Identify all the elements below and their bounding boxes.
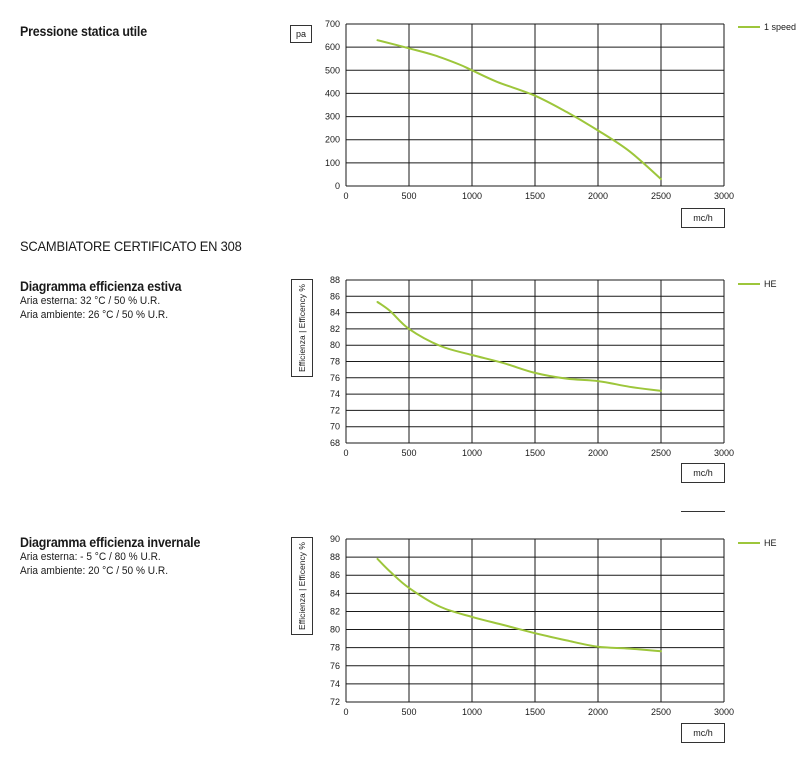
chart-2-legend-label: HE: [764, 279, 777, 289]
chart-2-ytick-label: 88: [330, 275, 340, 285]
chart-3-xtick-label: 0: [343, 707, 348, 717]
chart-1-xlabel-box: mc/h: [681, 208, 725, 228]
chart-2-xtick-label: 0: [343, 448, 348, 458]
chart-3-ylabel-box: Efficienza | Efficency %: [291, 537, 313, 635]
chart-2-ytick-label: 82: [330, 324, 340, 334]
chart-3-subtitle-line-1: Aria esterna: - 5 °C / 80 % U.R.: [20, 551, 161, 563]
chart-2-ytick-label: 84: [330, 308, 340, 318]
chart-2-xtick-label: 1500: [525, 448, 545, 458]
chart-2-xtick-label: 1000: [462, 448, 482, 458]
chart-3-ytick-label: 72: [330, 697, 340, 707]
chart-1-xlabel: mc/h: [693, 213, 713, 223]
chart-2-xtick-label: 2500: [651, 448, 671, 458]
chart-2-subtitle-line-2: Aria ambiente: 26 °C / 50 % U.R.: [20, 309, 169, 321]
chart-3-ytick-label: 76: [330, 661, 340, 671]
chart-1-xtick-label: 0: [343, 191, 348, 201]
chart-3-ytick-label: 74: [330, 679, 340, 689]
chart-3-subtitle-line-2: Aria ambiente: 20 °C / 50 % U.R.: [20, 565, 169, 577]
chart-2-ytick-label: 80: [330, 340, 340, 350]
chart-1-title: Pressione statica utile: [20, 24, 147, 39]
chart-2-ytick-label: 74: [330, 389, 340, 399]
chart-3-xtick-label: 1500: [525, 707, 545, 717]
chart-3-title: Diagramma efficienza invernale: [20, 535, 201, 550]
chart-2-title: Diagramma efficienza estiva: [20, 279, 182, 294]
chart-2-ylabel-box: Efficienza | Efficency %: [291, 279, 313, 377]
section-heading: SCAMBIATORE CERTIFICATO EN 308: [20, 238, 242, 254]
separator-rule: [681, 511, 725, 512]
chart-1-ytick-label: 700: [325, 19, 340, 29]
chart-1-ytick-label: 500: [325, 65, 340, 75]
chart-3-xtick-label: 500: [401, 707, 416, 717]
chart-3-xlabel-box: mc/h: [681, 723, 725, 743]
chart-3-xtick-label: 1000: [462, 707, 482, 717]
chart-3-xtick-label: 3000: [714, 707, 734, 717]
chart-1-ytick-label: 600: [325, 42, 340, 52]
chart-2-ytick-label: 68: [330, 438, 340, 448]
chart-2-xtick-label: 500: [401, 448, 416, 458]
chart-3-ytick-label: 86: [330, 570, 340, 580]
chart-3-ytick-label: 90: [330, 534, 340, 544]
chart-1-legend-label: 1 speed: [764, 22, 796, 32]
chart-1-xtick-label: 500: [401, 191, 416, 201]
chart-1-xtick-label: 2500: [651, 191, 671, 201]
chart-efficienza-invernale: 0 500 1000 1500 2000 2500 3000 72 74 76 78 80 82 84 86…: [330, 534, 777, 717]
chart-2-xlabel: mc/h: [693, 468, 713, 478]
chart-1-xtick-label: 1500: [525, 191, 545, 201]
chart-2-ytick-label: 70: [330, 422, 340, 432]
chart-3-xlabel: mc/h: [693, 728, 713, 738]
chart-1-ytick-label: 300: [325, 112, 340, 122]
chart-3-ytick-label: 84: [330, 588, 340, 598]
chart-2-subtitle-line-1: Aria esterna: 32 °C / 50 % U.R.: [20, 295, 161, 307]
chart-2-xlabel-box: mc/h: [681, 463, 725, 483]
chart-1-ylabel: pa: [295, 29, 306, 39]
chart-2-ytick-label: 78: [330, 357, 340, 367]
chart-1-series-line: [376, 39, 662, 181]
chart-2-ytick-label: 72: [330, 405, 340, 415]
chart-1-ytick-label: 200: [325, 135, 340, 145]
chart-3-ytick-label: 78: [330, 643, 340, 653]
chart-efficienza-estiva: 0 500 1000 1500 2000 2500 3000 68 70 72 74 76 78 80 82…: [330, 275, 777, 458]
chart-2-xtick-label: 2000: [588, 448, 608, 458]
chart-3-series-line: [376, 557, 662, 653]
chart-1-ytick-label: 0: [335, 181, 340, 191]
chart-2-xtick-label: 3000: [714, 448, 734, 458]
chart-1-ytick-label: 100: [325, 158, 340, 168]
chart-1-xtick-label: 1000: [462, 191, 482, 201]
chart-1-xtick-label: 3000: [714, 191, 734, 201]
chart-1-ylabel-box: pa: [290, 25, 312, 43]
chart-pressione-statica: 0 500 1000 1500 2000 2500 3000 0 100 200 300 400 500…: [325, 19, 796, 201]
chart-2-ytick-label: 76: [330, 373, 340, 383]
chart-3-ytick-label: 88: [330, 552, 340, 562]
chart-2-ytick-label: 86: [330, 291, 340, 301]
chart-3-legend-label: HE: [764, 538, 777, 548]
chart-3-xtick-label: 2000: [588, 707, 608, 717]
chart-3-xtick-label: 2500: [651, 707, 671, 717]
chart-3-ytick-label: 82: [330, 606, 340, 616]
chart-1-ytick-label: 400: [325, 88, 340, 98]
chart-1-xtick-label: 2000: [588, 191, 608, 201]
chart-2-series-line: [376, 301, 662, 392]
chart-3-ytick-label: 80: [330, 625, 340, 635]
